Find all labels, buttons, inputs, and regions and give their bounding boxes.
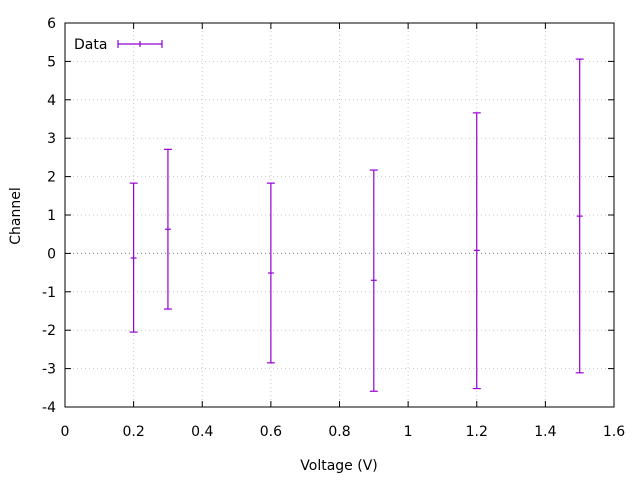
x-tick-label: 0.2 bbox=[122, 424, 144, 440]
x-tick-label: 0.6 bbox=[260, 424, 282, 440]
y-tick-label: -3 bbox=[42, 362, 56, 378]
legend: Data bbox=[74, 37, 163, 53]
y-tick-labels: -4 -3 -2 -1 0 1 2 3 4 5 6 bbox=[42, 16, 56, 416]
y-tick-label: -2 bbox=[42, 323, 56, 339]
y-tick-label: 4 bbox=[47, 93, 56, 109]
x-tick-label: 1.6 bbox=[603, 424, 625, 440]
y-tick-label: 5 bbox=[47, 54, 56, 70]
y-tick-label: -1 bbox=[42, 285, 56, 301]
error-bar-point bbox=[369, 169, 378, 392]
x-tick-label: 1.2 bbox=[466, 424, 488, 440]
x-axis-label: Voltage (V) bbox=[300, 458, 377, 474]
x-tick-label: 1.4 bbox=[534, 424, 556, 440]
x-tick-label: 0 bbox=[61, 424, 70, 440]
grid bbox=[65, 23, 614, 407]
series-layer bbox=[129, 58, 584, 392]
tick-marks bbox=[64, 22, 615, 408]
x-tick-labels: 0 0.2 0.4 0.6 0.8 1 1.2 1.4 1.6 bbox=[61, 424, 626, 440]
y-axis-label: Channel bbox=[8, 187, 24, 244]
y-tick-label: 0 bbox=[47, 246, 56, 262]
y-tick-label: 6 bbox=[47, 16, 56, 32]
error-bar-point bbox=[575, 58, 584, 374]
error-bar-point bbox=[129, 182, 138, 333]
y-tick-label: 3 bbox=[47, 131, 56, 147]
error-bar-point bbox=[163, 148, 172, 310]
legend-label: Data bbox=[74, 37, 107, 53]
y-tick-label: 2 bbox=[47, 170, 56, 186]
y-tick-label: 1 bbox=[47, 208, 56, 224]
y-tick-label: -4 bbox=[42, 400, 56, 416]
x-tick-label: 1 bbox=[404, 424, 413, 440]
error-bar-point bbox=[472, 112, 481, 390]
x-tick-label: 0.4 bbox=[191, 424, 213, 440]
legend-sample bbox=[117, 40, 163, 48]
error-bar-point bbox=[266, 182, 275, 364]
x-tick-label: 0.8 bbox=[328, 424, 350, 440]
